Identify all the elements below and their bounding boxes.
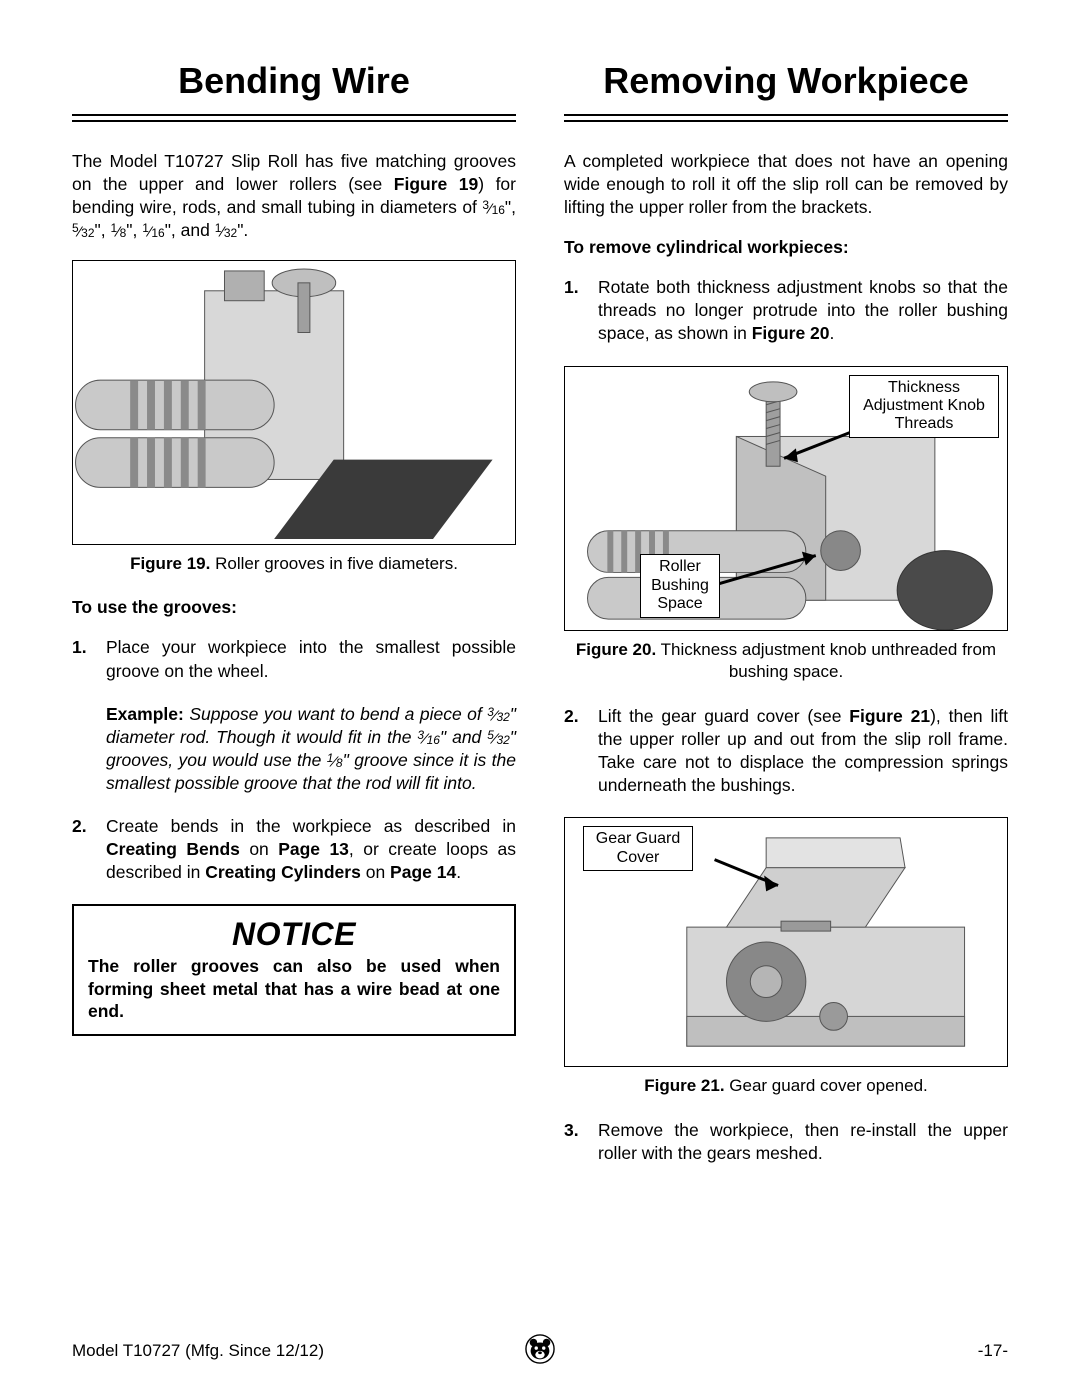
figure-19-box bbox=[72, 260, 516, 545]
notice-title: NOTICE bbox=[88, 916, 500, 953]
use-grooves-steps-2: Create bends in the workpiece as describ… bbox=[72, 815, 516, 884]
remove-step-3: Remove the workpiece, then re-install th… bbox=[564, 1119, 1008, 1165]
frac-3-16: 3⁄16 bbox=[482, 197, 505, 219]
remove-steps-3: Remove the workpiece, then re-install th… bbox=[564, 1119, 1008, 1165]
figure-19-illustration bbox=[73, 261, 515, 544]
remove-steps-1: Rotate both thickness adjustment knobs s… bbox=[564, 276, 1008, 345]
figure-19-caption: Figure 19. Roller grooves in five diamet… bbox=[72, 553, 516, 575]
frac-1-16: 1⁄16 bbox=[142, 220, 165, 242]
remove-steps-2: Lift the gear guard cover (see Figure 21… bbox=[564, 705, 1008, 797]
notice-text: The roller grooves can also be used when… bbox=[88, 955, 500, 1022]
step-2: Create bends in the workpiece as describ… bbox=[72, 815, 516, 884]
bending-wire-title: Bending Wire bbox=[72, 60, 516, 102]
fig20-label-threads: Thickness Adjustment Knob Threads bbox=[849, 375, 999, 438]
notice-box: NOTICE The roller grooves can also be us… bbox=[72, 904, 516, 1036]
title-rule bbox=[72, 114, 516, 122]
fig20-label-bushing: Roller Bushing Space bbox=[640, 554, 720, 617]
figure-20-caption: Figure 20. Thickness adjustment knob unt… bbox=[564, 639, 1008, 683]
left-column: Bending Wire The Model T10727 Slip Roll … bbox=[72, 60, 516, 1185]
page-footer: Model T10727 (Mfg. Since 12/12) -17- bbox=[72, 1341, 1008, 1361]
removing-workpiece-title: Removing Workpiece bbox=[564, 60, 1008, 102]
figure-21-caption: Figure 21. Gear guard cover opened. bbox=[564, 1075, 1008, 1097]
frac-1-8: 1⁄8 bbox=[110, 220, 126, 242]
removing-intro: A completed workpiece that does not have… bbox=[564, 150, 1008, 219]
remove-step-1: Rotate both thickness adjustment knobs s… bbox=[564, 276, 1008, 345]
title-rule-right bbox=[564, 114, 1008, 122]
footer-page-number: -17- bbox=[978, 1341, 1008, 1361]
use-grooves-subhead: To use the grooves: bbox=[72, 597, 516, 618]
frac-1-32: 1⁄32 bbox=[215, 220, 238, 242]
use-grooves-steps: Place your workpiece into the smallest p… bbox=[72, 636, 516, 682]
step-1: Place your workpiece into the smallest p… bbox=[72, 636, 516, 682]
intro-figref: Figure 19 bbox=[394, 174, 478, 194]
example-paragraph: Example: Suppose you want to bend a piec… bbox=[72, 703, 516, 795]
right-column: Removing Workpiece A completed workpiece… bbox=[564, 60, 1008, 1185]
figure-21-box: Gear Guard Cover bbox=[564, 817, 1008, 1067]
remove-step-2: Lift the gear guard cover (see Figure 21… bbox=[564, 705, 1008, 797]
figure-20-box: Thickness Adjustment Knob Threads Roller… bbox=[564, 366, 1008, 631]
frac-5-32: 5⁄32 bbox=[72, 220, 95, 242]
remove-subhead: To remove cylindrical workpieces: bbox=[564, 237, 1008, 258]
bear-logo-icon bbox=[525, 1334, 555, 1369]
fig21-label-cover: Gear Guard Cover bbox=[583, 826, 693, 871]
bending-wire-intro: The Model T10727 Slip Roll has five matc… bbox=[72, 150, 516, 242]
footer-model: Model T10727 (Mfg. Since 12/12) bbox=[72, 1341, 324, 1361]
